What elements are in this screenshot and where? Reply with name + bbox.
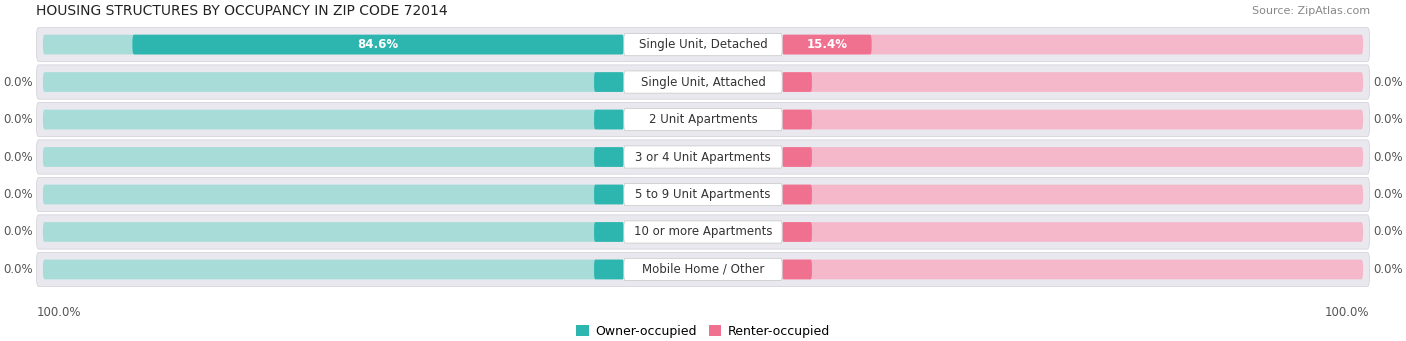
Text: 0.0%: 0.0% (1374, 150, 1403, 164)
Text: 3 or 4 Unit Apartments: 3 or 4 Unit Apartments (636, 150, 770, 164)
FancyBboxPatch shape (624, 71, 782, 93)
FancyBboxPatch shape (782, 222, 811, 242)
Text: Mobile Home / Other: Mobile Home / Other (641, 263, 765, 276)
FancyBboxPatch shape (624, 258, 782, 281)
FancyBboxPatch shape (782, 260, 1362, 279)
Text: 0.0%: 0.0% (1374, 113, 1403, 126)
FancyBboxPatch shape (37, 102, 1369, 137)
Text: 84.6%: 84.6% (357, 38, 399, 51)
Text: 0.0%: 0.0% (3, 188, 32, 201)
FancyBboxPatch shape (782, 147, 1362, 167)
Text: 100.0%: 100.0% (1326, 306, 1369, 319)
FancyBboxPatch shape (44, 35, 624, 55)
Text: 0.0%: 0.0% (3, 76, 32, 89)
Text: Source: ZipAtlas.com: Source: ZipAtlas.com (1251, 6, 1369, 16)
FancyBboxPatch shape (37, 140, 1369, 174)
Text: 0.0%: 0.0% (1374, 188, 1403, 201)
FancyBboxPatch shape (44, 260, 624, 279)
FancyBboxPatch shape (44, 222, 624, 242)
FancyBboxPatch shape (595, 72, 624, 92)
Text: Single Unit, Detached: Single Unit, Detached (638, 38, 768, 51)
FancyBboxPatch shape (132, 35, 624, 55)
FancyBboxPatch shape (37, 215, 1369, 249)
FancyBboxPatch shape (37, 252, 1369, 287)
FancyBboxPatch shape (782, 260, 811, 279)
FancyBboxPatch shape (595, 222, 624, 242)
FancyBboxPatch shape (37, 27, 1369, 62)
Text: 0.0%: 0.0% (1374, 76, 1403, 89)
Text: 0.0%: 0.0% (3, 150, 32, 164)
Text: Single Unit, Attached: Single Unit, Attached (641, 76, 765, 89)
Text: 10 or more Apartments: 10 or more Apartments (634, 225, 772, 238)
FancyBboxPatch shape (782, 72, 1362, 92)
Text: 0.0%: 0.0% (3, 263, 32, 276)
FancyBboxPatch shape (624, 146, 782, 168)
FancyBboxPatch shape (595, 110, 624, 129)
FancyBboxPatch shape (782, 35, 872, 55)
FancyBboxPatch shape (782, 184, 1362, 204)
FancyBboxPatch shape (782, 147, 811, 167)
Text: 0.0%: 0.0% (3, 225, 32, 238)
Text: HOUSING STRUCTURES BY OCCUPANCY IN ZIP CODE 72014: HOUSING STRUCTURES BY OCCUPANCY IN ZIP C… (37, 4, 449, 18)
FancyBboxPatch shape (782, 110, 1362, 129)
Text: 5 to 9 Unit Apartments: 5 to 9 Unit Apartments (636, 188, 770, 201)
FancyBboxPatch shape (624, 33, 782, 56)
FancyBboxPatch shape (37, 177, 1369, 212)
Text: 0.0%: 0.0% (1374, 263, 1403, 276)
Text: 2 Unit Apartments: 2 Unit Apartments (648, 113, 758, 126)
FancyBboxPatch shape (782, 184, 811, 204)
FancyBboxPatch shape (44, 72, 624, 92)
FancyBboxPatch shape (44, 110, 624, 129)
Text: 100.0%: 100.0% (37, 306, 80, 319)
Text: 0.0%: 0.0% (1374, 225, 1403, 238)
Legend: Owner-occupied, Renter-occupied: Owner-occupied, Renter-occupied (571, 320, 835, 341)
FancyBboxPatch shape (624, 108, 782, 131)
FancyBboxPatch shape (624, 221, 782, 243)
FancyBboxPatch shape (782, 110, 811, 129)
FancyBboxPatch shape (44, 147, 624, 167)
FancyBboxPatch shape (624, 183, 782, 206)
Text: 0.0%: 0.0% (3, 113, 32, 126)
FancyBboxPatch shape (782, 35, 1362, 55)
FancyBboxPatch shape (782, 222, 1362, 242)
FancyBboxPatch shape (595, 260, 624, 279)
Text: 15.4%: 15.4% (807, 38, 848, 51)
FancyBboxPatch shape (595, 147, 624, 167)
FancyBboxPatch shape (44, 184, 624, 204)
FancyBboxPatch shape (37, 65, 1369, 99)
FancyBboxPatch shape (595, 184, 624, 204)
FancyBboxPatch shape (782, 72, 811, 92)
